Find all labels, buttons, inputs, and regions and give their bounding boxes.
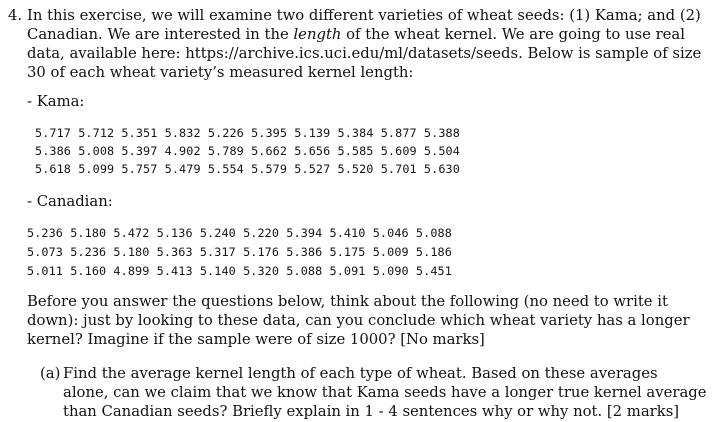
intro-text-1: In this exercise, we will examine two di… [27,7,701,43]
kama-label: - Kama: [27,93,85,110]
canadian-row-1: 5.236 5.180 5.472 5.136 5.240 5.220 5.39… [27,226,452,240]
canadian-row-3: 5.011 5.160 4.899 5.413 5.140 5.320 5.08… [27,264,452,278]
question-number: 4. [8,7,23,24]
canadian-row-2: 5.073 5.236 5.180 5.363 5.317 5.176 5.38… [27,245,452,259]
kama-row-1: 5.717 5.712 5.351 5.832 5.226 5.395 5.13… [35,126,460,140]
part-a-text: Find the average kernel length of each t… [63,365,707,420]
part-a-label: (a) [40,365,61,382]
kama-row-3: 5.618 5.099 5.757 5.479 5.554 5.579 5.52… [35,162,460,176]
intro-text-2: of the wheat kernel. We are going to use… [27,26,702,81]
intro-emphasis: length [293,26,342,43]
canadian-label: - Canadian: [27,193,113,210]
kama-row-2: 5.386 5.008 5.397 4.902 5.789 5.662 5.65… [35,144,460,158]
question-intro: In this exercise, we will examine two di… [27,6,707,82]
think-paragraph: Before you answer the questions below, t… [27,293,690,348]
